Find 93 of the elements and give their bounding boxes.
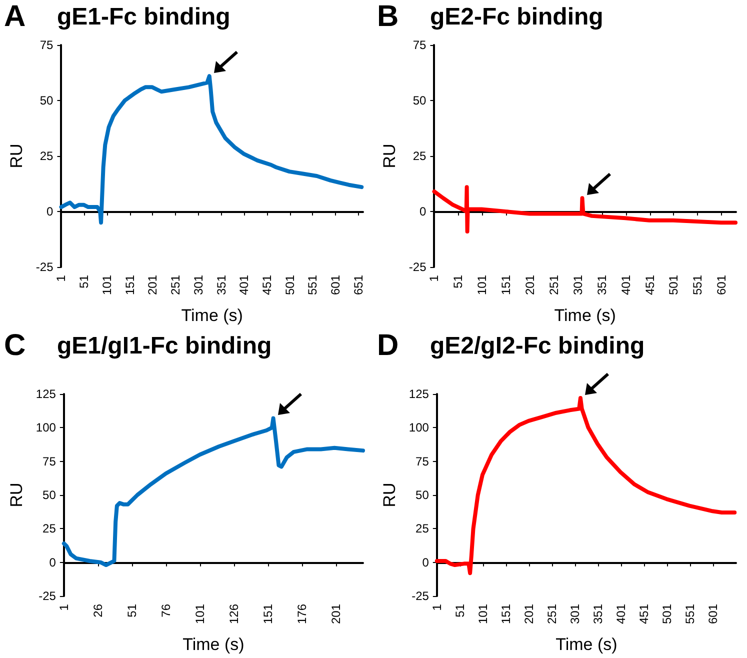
y-tick-label: 75 [42, 454, 56, 468]
x-tick-label: 1 [56, 604, 71, 611]
y-tick-label: 125 [36, 387, 56, 401]
y-tick-label: 50 [42, 488, 56, 502]
x-tick-label: 101 [475, 274, 490, 296]
x-tick-label: 201 [523, 274, 538, 296]
x-tick-label: 176 [294, 604, 309, 624]
x-tick-label: 76 [158, 604, 173, 618]
y-tick-label: 25 [40, 149, 54, 163]
x-tick-label: 151 [122, 274, 137, 296]
x-tick-label: 201 [328, 604, 343, 624]
x-tick-label: 601 [328, 274, 343, 296]
x-tick-label: 501 [660, 604, 674, 624]
x-tick-label: 551 [682, 604, 697, 624]
x-tick-label: 251 [168, 274, 183, 296]
text: D [377, 329, 399, 363]
y-axis-title: RU [7, 482, 26, 508]
x-tick-label: 501 [282, 274, 297, 296]
x-tick-label: 51 [452, 604, 467, 618]
y-tick-label: 100 [36, 420, 56, 435]
x-tick-label: 51 [451, 274, 466, 288]
x-axis-title: Time (s) [181, 306, 243, 325]
x-tick-label: 351 [590, 604, 605, 624]
x-tick-label: 451 [260, 274, 274, 296]
chart-title: gE1/gI1-Fc binding [57, 332, 272, 360]
y-tick-label: 0 [46, 204, 54, 218]
y-tick-label: 75 [416, 454, 430, 468]
y-tick-label: -25 [408, 260, 427, 274]
x-tick-label: 451 [642, 274, 657, 296]
y-tick-label: 50 [416, 488, 430, 502]
y-axis-title: RU [7, 144, 26, 168]
x-tick-label: 251 [544, 604, 559, 624]
line-series [432, 185, 738, 234]
y-tick-label: 75 [412, 38, 427, 52]
x-tick-label: 151 [499, 274, 514, 296]
y-tick-label: -25 [412, 589, 430, 603]
x-tick-label: 651 [351, 274, 366, 296]
x-tick-label: 1 [54, 274, 68, 282]
x-tick-label: 151 [260, 604, 275, 624]
chart-title: gE1-Fc binding [57, 4, 230, 30]
y-tick-label: 0 [420, 204, 427, 218]
x-tick-label: 126 [226, 604, 241, 624]
y-tick-label: 100 [408, 420, 430, 435]
x-tick-label: 601 [706, 604, 720, 624]
chart-title: gE2/gI2-Fc binding [430, 332, 645, 360]
line-series [62, 416, 365, 568]
x-tick-label: 401 [237, 274, 252, 296]
x-tick-label: 101 [192, 604, 207, 624]
text: C [4, 329, 26, 363]
x-tick-label: 451 [636, 604, 651, 624]
y-tick-label: 75 [40, 38, 54, 52]
x-tick-label: 351 [594, 274, 609, 296]
y-tick-label: -25 [36, 260, 54, 274]
x-axis-title: Time (s) [182, 635, 244, 654]
y-axis-title: RU [380, 482, 399, 508]
x-tick-label: 51 [124, 604, 139, 618]
x-tick-label: 51 [77, 274, 92, 288]
x-tick-label: 401 [614, 604, 628, 624]
x-tick-label: 151 [498, 604, 513, 624]
x-tick-label: 601 [714, 274, 729, 296]
y-tick-label: 50 [412, 94, 427, 108]
x-tick-label: 251 [546, 274, 561, 296]
x-tick-label: 1 [430, 604, 444, 611]
y-tick-label: 125 [408, 387, 430, 401]
y-tick-label: -25 [38, 589, 56, 603]
x-axis-title: Time (s) [554, 306, 616, 325]
y-tick-label: 25 [412, 149, 427, 163]
line-series [59, 74, 364, 225]
x-tick-label: 301 [191, 274, 206, 296]
y-axis-title: RU [380, 144, 399, 168]
y-tick-label: 25 [42, 522, 56, 536]
line-series [434, 396, 737, 576]
x-tick-label: 301 [570, 274, 585, 296]
x-tick-label: 201 [522, 604, 536, 624]
y-tick-label: 0 [49, 555, 56, 570]
x-tick-label: 551 [306, 274, 320, 296]
x-tick-label: 351 [214, 274, 228, 296]
y-tick-label: 50 [40, 94, 54, 108]
x-axis-title: Time (s) [556, 635, 618, 654]
x-tick-label: 1 [427, 274, 442, 282]
x-tick-label: 201 [146, 274, 160, 296]
x-tick-label: 551 [690, 274, 705, 296]
y-tick-label: 25 [416, 522, 430, 536]
x-tick-label: 101 [476, 604, 490, 624]
chart-title: gE2-Fc binding [430, 4, 604, 30]
y-tick-label: 0 [422, 555, 430, 570]
text: B [377, 0, 399, 34]
x-tick-label: 401 [618, 274, 633, 296]
x-tick-label: 301 [568, 604, 582, 624]
text: A [4, 0, 26, 34]
x-tick-label: 26 [90, 604, 105, 618]
x-tick-label: 501 [666, 274, 681, 296]
x-tick-label: 101 [100, 274, 114, 296]
